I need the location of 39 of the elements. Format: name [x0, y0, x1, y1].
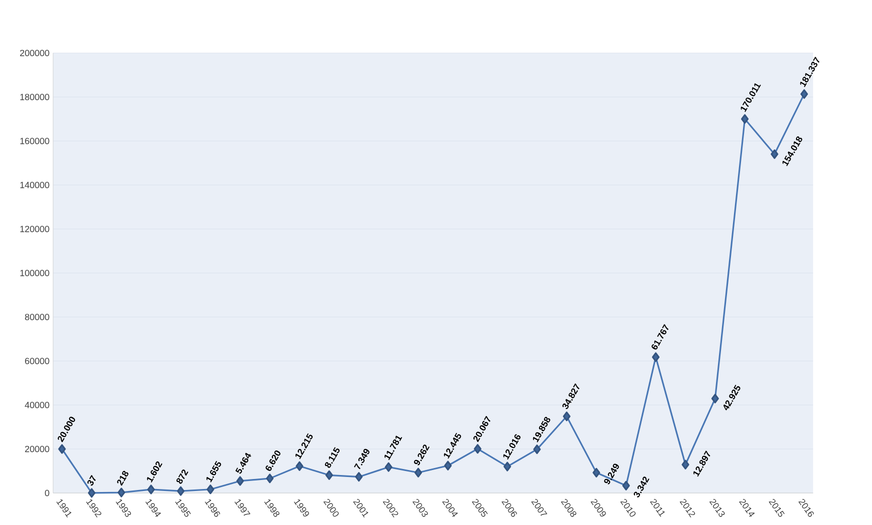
y-tick-label: 140000: [20, 182, 50, 188]
point: [384, 462, 392, 472]
point: [622, 480, 630, 490]
point: [296, 461, 304, 471]
point: [58, 444, 66, 454]
point: [88, 488, 96, 498]
point: [355, 472, 363, 482]
point: [474, 444, 482, 454]
point: [176, 486, 185, 496]
data-label: 37: [87, 475, 96, 486]
y-tick-label: 40000: [24, 402, 50, 408]
point: [562, 412, 570, 422]
point: [682, 460, 690, 470]
point: [652, 352, 660, 362]
point: [800, 89, 808, 99]
point: [504, 462, 512, 472]
data-label: 872: [176, 470, 188, 484]
point: [444, 460, 452, 470]
y-tick-label: 80000: [25, 314, 50, 320]
point: [741, 114, 749, 124]
y-tick-label: 120000: [20, 226, 50, 232]
y-tick-label: 200000: [20, 50, 50, 56]
y-tick-label: 100000: [20, 270, 50, 276]
point: [592, 468, 600, 478]
y-tick-label: 60000: [25, 358, 50, 364]
point: [533, 444, 541, 454]
point: [118, 488, 126, 498]
y-tick-label: 160000: [20, 138, 50, 144]
point: [770, 149, 778, 159]
point: [325, 470, 333, 480]
point: [414, 468, 422, 478]
point: [711, 394, 719, 404]
point: [266, 474, 274, 484]
y-tick-label: 20000: [25, 446, 50, 452]
y-tick-label: 0: [44, 490, 50, 496]
point: [147, 484, 155, 494]
point: [206, 484, 214, 494]
y-tick-label: 180000: [20, 94, 50, 100]
point: [236, 476, 244, 486]
